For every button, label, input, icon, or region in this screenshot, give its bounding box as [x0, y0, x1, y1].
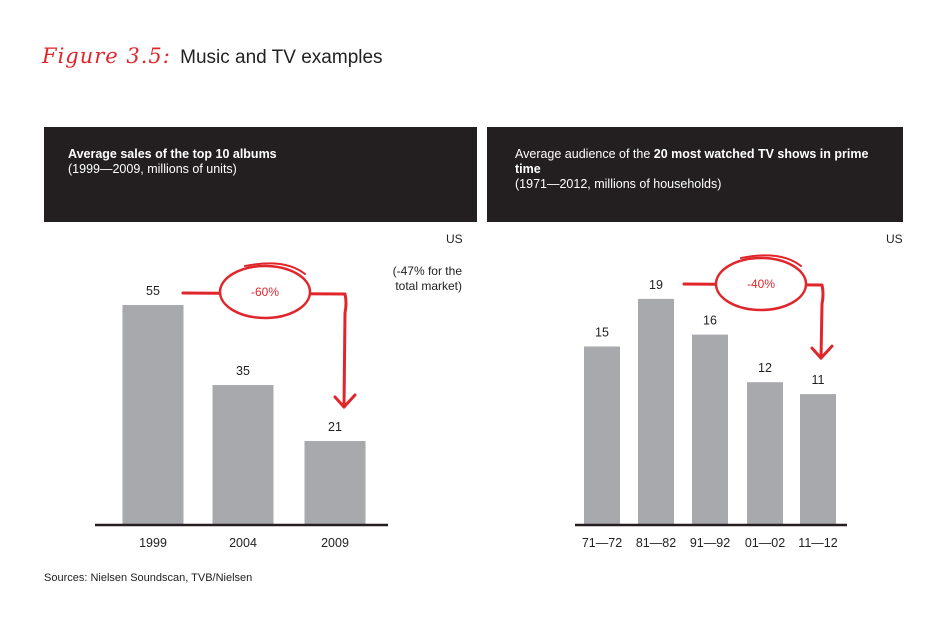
music-category-label-0: 1999 [139, 536, 167, 550]
music-bar-0 [122, 305, 184, 525]
tv-change-circle-flourish [740, 254, 802, 267]
figure-label: Figure 3.5: [42, 44, 171, 68]
music-change-circle-flourish [244, 262, 306, 275]
tv-bar-3 [747, 382, 783, 525]
tv-bar-0 [584, 346, 620, 525]
music-subtitle: (1999—2009, millions of units) [68, 162, 237, 176]
music-category-label-2: 2009 [321, 536, 349, 550]
tv-category-label-1: 81—82 [636, 536, 676, 550]
tv-title-pre: Average audience of the [515, 147, 654, 161]
tv-bar-1 [638, 298, 674, 525]
tv-category-label-4: 11—12 [798, 536, 837, 550]
tv-value-label-0: 15 [595, 326, 609, 340]
region-label-music: US [446, 232, 463, 246]
tv-value-label-3: 12 [758, 361, 772, 375]
source-note: Sources: Nielsen Soundscan, TVB/Nielsen [44, 572, 253, 584]
music-title: Average sales of the top 10 albums [68, 147, 277, 161]
figure-title: Figure 3.5: Music and TV examples [42, 44, 383, 69]
tv-change-arrow [682, 282, 825, 360]
tv-bar-2 [692, 334, 728, 525]
market-note-line2: total market) [395, 279, 462, 293]
music-bar-1 [212, 385, 274, 525]
tv-value-label-2: 16 [703, 314, 717, 328]
music-value-label-2: 21 [328, 420, 342, 434]
music-value-label-1: 35 [236, 364, 250, 378]
tv-change-circle [714, 256, 808, 312]
tv-change-arrowhead [810, 344, 834, 360]
tv-category-label-2: 91—92 [690, 536, 730, 550]
music-change-circle [218, 264, 312, 320]
panel-header-music: Average sales of the top 10 albums (1999… [44, 127, 477, 222]
tv-bar-4 [800, 394, 836, 525]
music-change-label: -60% [251, 285, 279, 299]
tv-subtitle: (1971—2012, millions of households) [515, 177, 722, 191]
music-change-arrow [181, 291, 348, 409]
tv-change-label: -40% [747, 277, 775, 291]
panel-header-tv: Average audience of the 20 most watched … [487, 127, 903, 222]
tv-value-label-1: 19 [649, 278, 663, 292]
figure-title-text: Music and TV examples [180, 47, 383, 68]
market-note-line1: (-47% for the [392, 264, 462, 278]
music-value-label-0: 55 [146, 284, 160, 298]
tv-value-label-4: 11 [812, 373, 825, 387]
tv-category-label-3: 01—02 [745, 536, 785, 550]
music-change-arrowhead [333, 393, 357, 409]
music-category-label-1: 2004 [229, 536, 257, 550]
region-label-tv: US [886, 232, 903, 246]
market-note: (-47% for the total market) [380, 264, 462, 294]
music-bar-2 [304, 441, 366, 525]
tv-title-bold: 20 most watched TV shows in prime time [515, 147, 869, 176]
tv-category-label-0: 71—72 [582, 536, 622, 550]
